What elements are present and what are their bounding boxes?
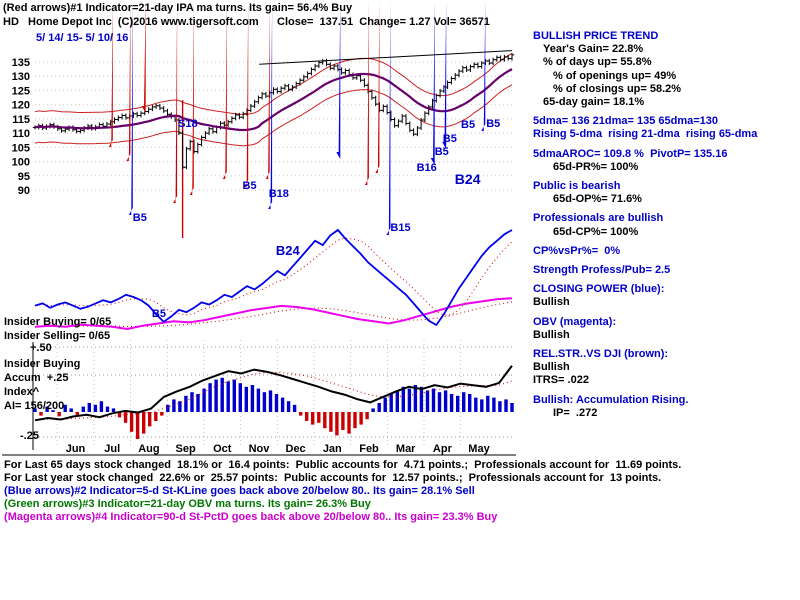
insider-buying-label: Insider Buying (4, 358, 81, 370)
stats-line: OBV (magenta): (533, 315, 617, 328)
svg-text:B5: B5 (461, 119, 475, 131)
footer-line: For Last year stock changed 22.6% or 25.… (1, 472, 662, 484)
svg-text:Jun: Jun (66, 443, 86, 455)
svg-text:Nov: Nov (249, 443, 271, 455)
stats-line: IP= .272 (553, 406, 598, 419)
svg-text:Dec: Dec (286, 443, 306, 455)
stats-line: 65d-CP%= 100% (553, 225, 639, 238)
ai-value-label: AI= 156/200 (4, 400, 65, 412)
stats-line: Bullish (533, 328, 570, 341)
svg-text:B5: B5 (243, 180, 257, 192)
svg-text:May: May (468, 443, 490, 455)
svg-text:Jul: Jul (104, 443, 120, 455)
stats-line: Public is bearish (533, 180, 621, 193)
svg-text:B16: B16 (417, 162, 437, 174)
cp-scale-plus50-label: +.50 (30, 342, 52, 354)
svg-text:B5: B5 (133, 212, 147, 224)
stats-line: % of days up= 55.8% (543, 56, 652, 69)
stats-line: CP%vsPr%= 0% (533, 244, 621, 257)
svg-text:B15: B15 (390, 222, 410, 234)
svg-text:Apr: Apr (433, 443, 453, 455)
stats-line: 5dma= 136 21dma= 135 65dma=130 (533, 115, 718, 128)
stats-line: 65-day gain= 18.1% (543, 96, 645, 109)
svg-text:95: 95 (18, 171, 30, 183)
svg-text:Oct: Oct (213, 443, 232, 455)
svg-text:130: 130 (12, 71, 30, 83)
date-range-label: 5/ 14/ 15- 5/ 10/ 16 (36, 32, 129, 44)
stats-line: CLOSING POWER (blue): (533, 283, 665, 296)
svg-text:Sep: Sep (176, 443, 196, 455)
svg-text:B5: B5 (486, 118, 500, 130)
svg-text:B5: B5 (443, 133, 457, 145)
svg-text:S18: S18 (178, 118, 198, 130)
stats-line: Bullish: Accumulation Rising. (533, 393, 689, 406)
svg-text:120: 120 (12, 100, 30, 112)
accum-scale-label: Accum +.25 (4, 372, 69, 384)
stats-line: Bullish (533, 296, 570, 309)
stats-line: 65d-OP%= 71.6% (553, 193, 642, 206)
svg-text:125: 125 (12, 85, 30, 97)
indicator-notes: For Last 65 days stock changed 18.1% or … (1, 459, 799, 524)
price-candles (32, 50, 515, 238)
ticker-title-line: HD Home Depot Inc (C)2016 www.tigersoft.… (3, 16, 490, 28)
svg-text:Jan: Jan (323, 443, 342, 455)
stats-line: % of closings up= 58.2% (553, 82, 682, 95)
svg-text:115: 115 (12, 114, 30, 126)
svg-text:B18: B18 (269, 188, 289, 200)
footer-line: For Last 65 days stock changed 18.1% or … (1, 459, 682, 471)
stats-line: Rising 5-dma rising 21-dma rising 65-dma (533, 128, 758, 141)
stats-line: ITRS= .022 (533, 374, 589, 387)
svg-text:B24: B24 (276, 243, 301, 258)
statistics-panel: BULLISH PRICE TREND Year's Gain= 22.8%% o… (533, 30, 799, 420)
svg-text:B5: B5 (435, 146, 449, 158)
insider-selling-ratio-label: Insider Selling= 0/65 (4, 330, 111, 342)
stats-line: Year's Gain= 22.8% (543, 43, 644, 56)
svg-text:Feb: Feb (359, 443, 379, 455)
stats-line: Strength Profess/Pub= 2.5 (533, 264, 671, 277)
insider-buying-ratio-label: Insider Buying= 0/65 (4, 316, 112, 328)
index-label: Index^ (4, 386, 40, 398)
svg-text:Aug: Aug (138, 443, 159, 455)
stats-line: % of openings up= 49% (553, 69, 677, 82)
stats-line: Professionals are bullish (533, 212, 664, 225)
accum-scale-minus25-label: -.25 (20, 430, 39, 442)
accumulation-histogram (33, 377, 514, 439)
grid-and-axes: 135 130 125 120 115 110 105 100 95 90 Jun Jul Aug Sep… (2, 57, 516, 456)
svg-text:105: 105 (12, 142, 30, 154)
svg-text:B24: B24 (455, 171, 481, 187)
red-arrow-indicator-line: (Red arrows)#1 Indicator=21-day IPA ma t… (3, 2, 353, 14)
stats-line: BULLISH PRICE TREND (533, 30, 659, 42)
svg-text:90: 90 (18, 185, 30, 197)
indicator-lines (34, 228, 513, 422)
footer-line: (Magenta arrows)#4 Indicator=90-d St-Pct… (1, 511, 498, 523)
svg-text:B5: B5 (152, 308, 166, 320)
stats-line: 65d-PR%= 100% (553, 160, 639, 173)
stats-line: REL.STR..VS DJI (brown): (533, 348, 669, 361)
stats-line: 5dmaAROC= 109.8 % PivotP= 135.16 (533, 147, 728, 160)
footer-line: (Blue arrows)#2 Indicator=5-d St-KLine g… (1, 485, 475, 497)
svg-text:110: 110 (12, 128, 30, 140)
svg-text:100: 100 (12, 157, 30, 169)
svg-text:Mar: Mar (396, 443, 416, 455)
footer-line: (Green arrows)#3 Indicator=21-day OBV ma… (1, 498, 371, 510)
svg-text:135: 135 (12, 57, 30, 69)
stats-line: Bullish (533, 361, 570, 374)
